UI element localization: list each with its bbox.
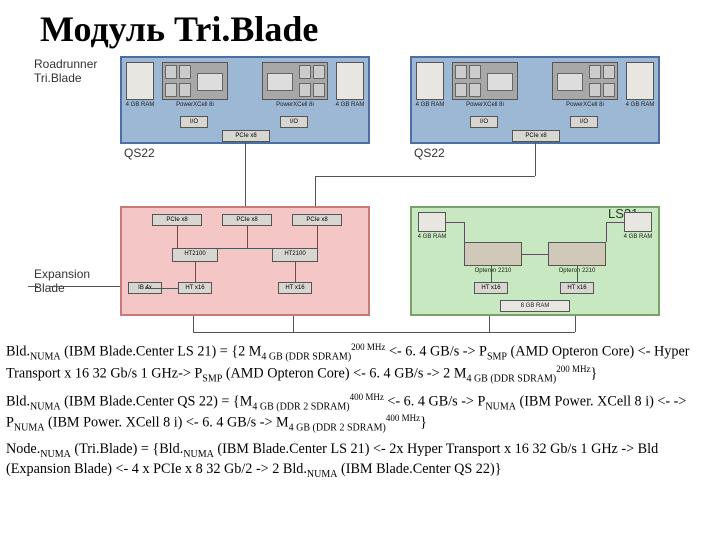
label-blade: Blade — [34, 282, 65, 295]
label-roadrunner: Roadrunner — [34, 58, 97, 71]
diagram: Roadrunner Tri.Blade Expansion Blade 4 G… — [40, 56, 680, 336]
formula-qs22: Bld.NUMA (IBM Blade.Center QS 22) = {M4 … — [6, 392, 714, 436]
page-title: Модуль Tri.Blade — [0, 0, 720, 54]
ram-block — [336, 62, 364, 100]
chip-label: 4 GB RAM — [122, 102, 158, 108]
chip-label: PowerXCell 8i — [262, 102, 328, 108]
qs22-right-tag: QS22 — [414, 146, 445, 160]
cpu-block — [262, 62, 328, 100]
formula-ls21: Bld.NUMA (IBM Blade.Center LS 21) = {2 M… — [6, 342, 714, 386]
ls21-blade: LS21 4 GB RAM 4 GB RAM Opteron 2210 Opte… — [410, 206, 660, 316]
io-block: I/O — [280, 116, 308, 128]
chip-label: 4 GB RAM — [332, 102, 368, 108]
formula-node: Node.NUMA (Tri.Blade) = {Bld.NUMA (IBM B… — [6, 441, 714, 481]
qs22-left-tag: QS22 — [124, 146, 155, 160]
io-block: I/O — [180, 116, 208, 128]
expansion-blade: PCIe x8 PCIe x8 PCIe x8 HT2100 HT2100 IB… — [120, 206, 370, 316]
ram-block — [126, 62, 154, 100]
qs22-left: 4 GB RAM PowerXCell 8i PowerXCell 8i 4 G… — [120, 56, 370, 144]
cpu-block — [162, 62, 228, 100]
label-expansion: Expansion — [34, 268, 90, 281]
qs22-right: 4 GB RAM PowerXCell 8i PowerXCell 8i 4 G… — [410, 56, 660, 144]
formula-text: Bld.NUMA (IBM Blade.Center LS 21) = {2 M… — [6, 342, 714, 487]
chip-label: PowerXCell 8i — [162, 102, 228, 108]
io-hub: PCIe x8 — [222, 130, 270, 142]
label-triblade: Tri.Blade — [34, 72, 82, 85]
